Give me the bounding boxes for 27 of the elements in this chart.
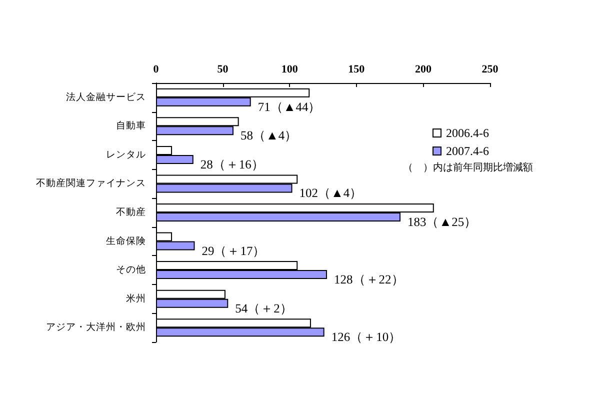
y-tick-label: 生命保険 [106,234,146,247]
y-tick-label: 米州 [126,292,146,304]
x-tick-label: 50 [217,64,229,76]
y-tick-label: アジア・大洋州・欧州 [46,321,146,334]
legend-label: 2006.4-6 [446,126,490,140]
x-tick-label: 250 [482,64,499,76]
annotation: （ ）内は前年同期比増減額 [403,162,533,174]
y-tick-label: 不動産 [116,206,146,218]
data-label: 183（▲25） [407,215,478,229]
data-label: 71（▲44） [258,100,322,114]
y-tick-label: 法人金融サービス [66,90,146,103]
y-tick-label: その他 [116,264,146,276]
data-label: 28（＋16） [200,157,264,172]
data-label: 102（▲4） [299,186,363,200]
data-label: 29（＋17） [202,244,266,258]
y-tick-label: レンタル [106,149,146,160]
data-label: 128（＋22） [334,272,404,287]
data-label: 54（＋2） [235,301,293,316]
data-label: 126（＋10） [331,330,402,344]
y-tick-label: 自動車 [116,120,146,132]
legend-label: 2007.4-6 [446,144,490,158]
x-tick-label: 0 [153,64,160,76]
data-label: 58（▲4） [240,128,298,143]
x-tick-label: 150 [348,64,366,76]
x-tick-label: 100 [281,64,298,76]
x-tick-label: 200 [414,64,432,76]
y-tick-label: 不動産関連ファイナンス [36,177,146,190]
